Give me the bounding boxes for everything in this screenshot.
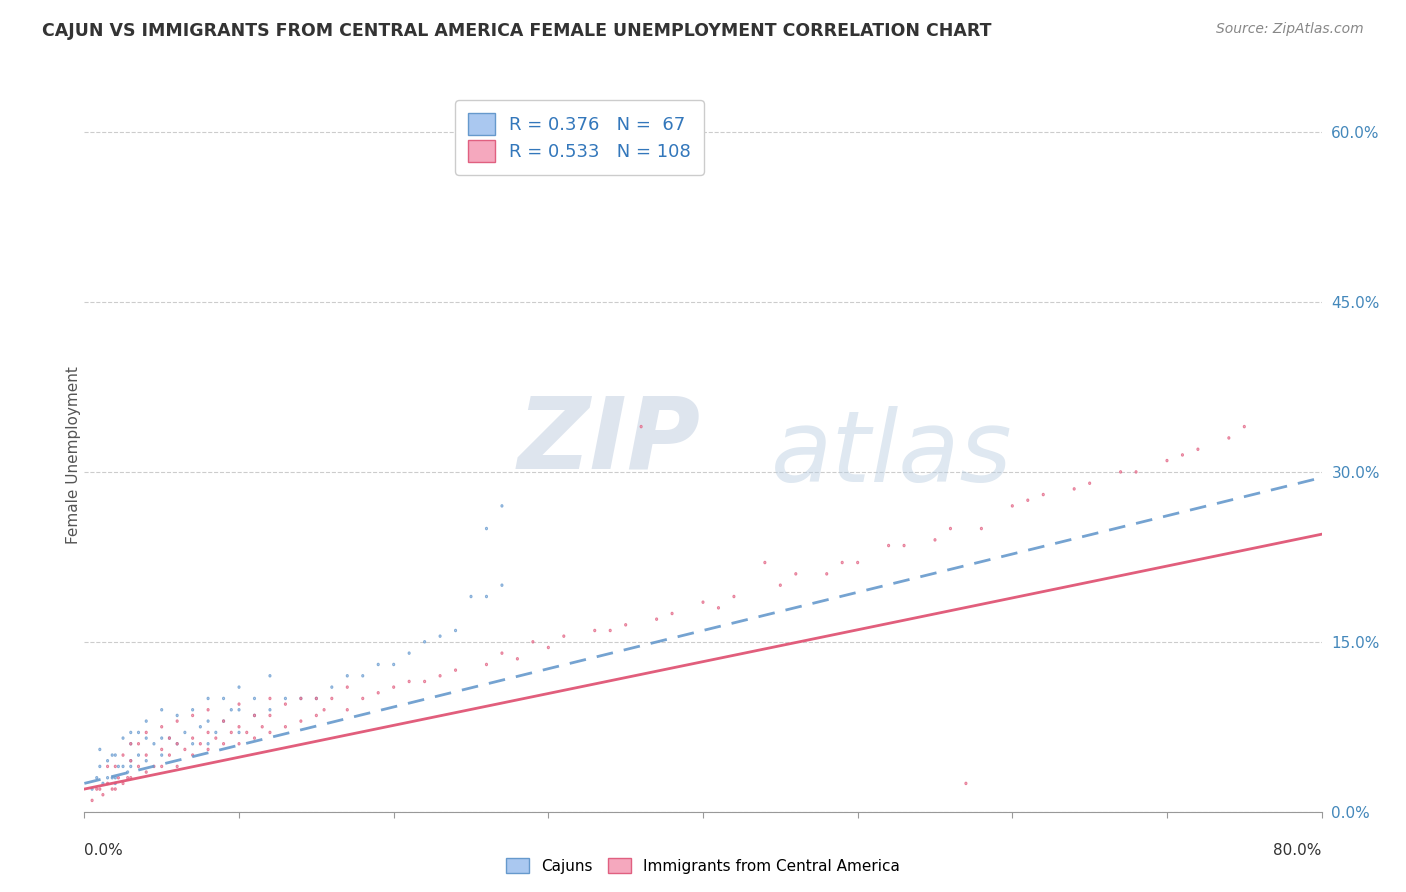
Text: CAJUN VS IMMIGRANTS FROM CENTRAL AMERICA FEMALE UNEMPLOYMENT CORRELATION CHART: CAJUN VS IMMIGRANTS FROM CENTRAL AMERICA… xyxy=(42,22,991,40)
Text: ZIP: ZIP xyxy=(517,392,700,489)
Text: 80.0%: 80.0% xyxy=(1274,843,1322,858)
Legend: R = 0.376   N =  67, R = 0.533   N = 108: R = 0.376 N = 67, R = 0.533 N = 108 xyxy=(456,100,703,175)
Legend: Cajuns, Immigrants from Central America: Cajuns, Immigrants from Central America xyxy=(501,852,905,880)
Y-axis label: Female Unemployment: Female Unemployment xyxy=(66,366,80,544)
Text: Source: ZipAtlas.com: Source: ZipAtlas.com xyxy=(1216,22,1364,37)
Text: atlas: atlas xyxy=(770,407,1012,503)
Text: 0.0%: 0.0% xyxy=(84,843,124,858)
